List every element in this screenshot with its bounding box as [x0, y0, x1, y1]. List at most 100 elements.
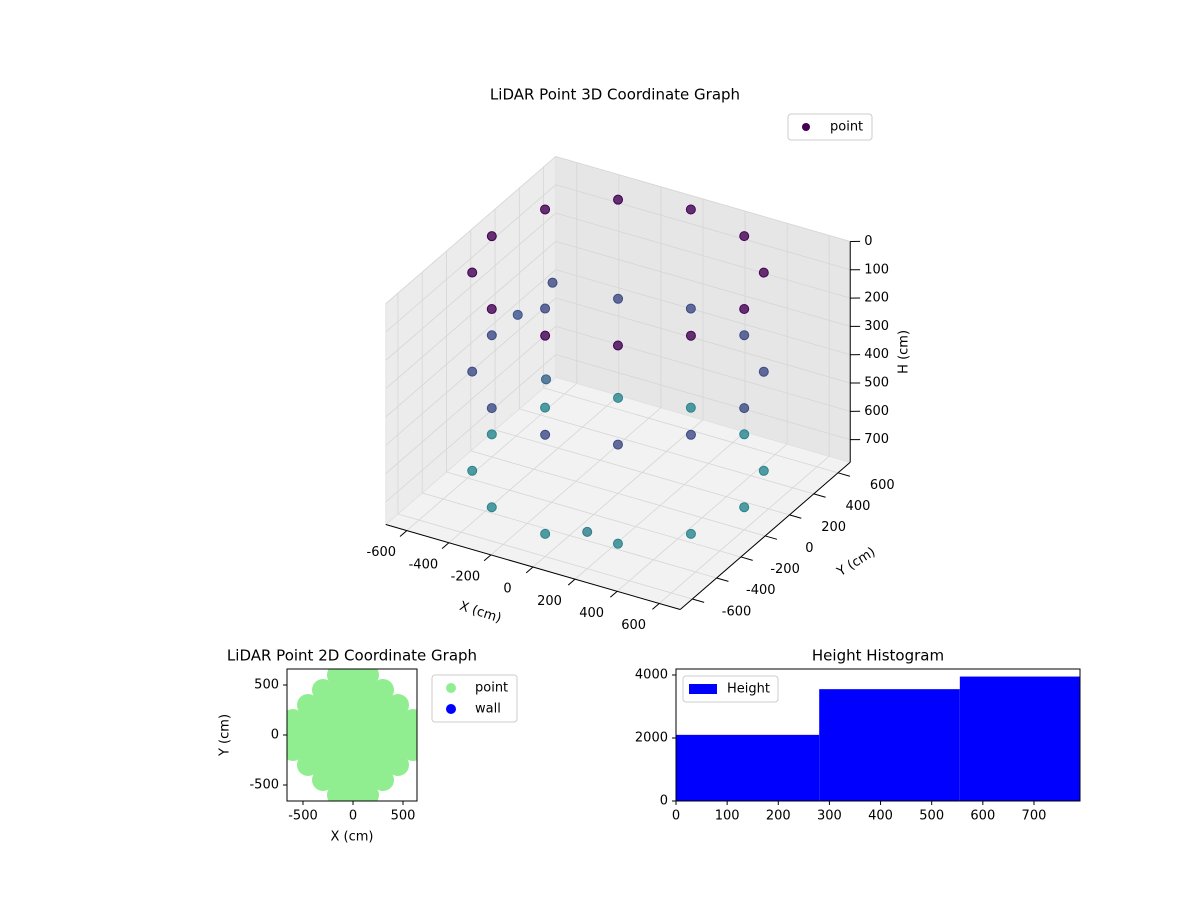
x-tick-label: 500 — [919, 809, 944, 824]
x-tick — [441, 542, 450, 550]
y-tick-label: -500 — [249, 778, 279, 793]
point — [541, 374, 552, 385]
legend-label: Height — [727, 682, 770, 697]
point — [486, 502, 497, 513]
bar — [676, 734, 820, 801]
grid-line — [385, 326, 557, 474]
x-tick-label: 0 — [672, 809, 680, 824]
grid-line — [385, 241, 557, 389]
point — [372, 679, 394, 701]
grid-line — [494, 429, 790, 516]
z-tick-label: 600 — [864, 404, 889, 419]
y-tick-label: 200 — [821, 520, 846, 535]
grid-line — [555, 156, 851, 242]
y-tick — [740, 556, 753, 561]
x-tick-label: 200 — [537, 594, 562, 609]
y-tick — [692, 598, 705, 603]
point — [613, 293, 624, 304]
grid-line — [519, 408, 814, 495]
point — [739, 231, 750, 242]
grid-line — [385, 156, 557, 304]
y-axis-label: Y (cm) — [218, 714, 233, 757]
point — [467, 366, 478, 377]
z-tick-label: 0 — [864, 234, 872, 249]
y-tick-label: 2000 — [635, 730, 668, 745]
x-tick-label: 700 — [1022, 809, 1047, 824]
x-tick — [399, 530, 408, 537]
point — [739, 330, 750, 341]
grid-line — [555, 297, 851, 384]
legend-marker — [689, 684, 717, 694]
grid-line — [446, 471, 742, 558]
point — [613, 194, 624, 205]
legend-marker — [446, 704, 456, 714]
point — [612, 538, 623, 549]
point — [758, 465, 769, 476]
point — [582, 526, 593, 537]
y-tick-label: -200 — [770, 562, 800, 577]
x-tick-label: 100 — [715, 809, 740, 824]
y-tick — [789, 514, 802, 519]
x-tick-label: -500 — [288, 809, 318, 824]
x-tick-label: -400 — [409, 557, 439, 572]
z-tick-label: 300 — [864, 319, 889, 334]
x-tick — [652, 603, 660, 610]
point — [387, 694, 409, 716]
x-axis-label: X (cm) — [331, 830, 374, 845]
bar — [959, 676, 1080, 801]
point — [685, 204, 696, 215]
point — [357, 669, 379, 686]
y-tick-label: 400 — [846, 499, 871, 514]
x-tick-label: 200 — [766, 809, 791, 824]
grid-line — [422, 492, 717, 579]
x-tick-label: 500 — [391, 809, 416, 824]
legend-marker — [802, 123, 810, 131]
x-tick — [567, 578, 576, 586]
x-tick-label: 400 — [868, 809, 893, 824]
axes-frame — [675, 668, 1081, 802]
point — [685, 402, 696, 413]
point — [486, 231, 497, 242]
point — [612, 340, 623, 351]
point — [486, 304, 497, 315]
point — [685, 303, 696, 314]
chart-title: LiDAR Point 2D Coordinate Graph — [227, 647, 477, 665]
legend-label: point — [475, 681, 508, 696]
x-tick-label: -200 — [451, 569, 481, 584]
point — [685, 330, 696, 341]
chart-title: Height Histogram — [812, 647, 944, 665]
z-tick-label: 100 — [864, 262, 889, 277]
y-axis-line — [679, 461, 851, 610]
point — [685, 429, 696, 440]
point — [486, 330, 497, 341]
point — [540, 204, 551, 215]
point — [758, 267, 769, 278]
chart-histogram: Height 0 100 200 300 400 500 600 700 0 2000 4000 Hei… — [635, 647, 1081, 824]
x-tick-label: -600 — [367, 545, 397, 560]
z-tick-label: 400 — [864, 347, 889, 362]
z-tick-label: 500 — [864, 376, 889, 391]
y-tick-label: -400 — [746, 583, 776, 598]
grid-line — [385, 269, 557, 418]
x-tick-label: 600 — [970, 809, 995, 824]
point — [685, 528, 696, 539]
x-tick — [483, 554, 492, 562]
legend-box — [787, 113, 873, 141]
point — [540, 330, 551, 341]
x-tick-label: 600 — [621, 618, 646, 633]
grid-line — [470, 450, 766, 537]
grid-line — [555, 269, 851, 356]
point — [540, 402, 551, 413]
y-tick-label: 0 — [271, 728, 279, 743]
x-tick-label: 0 — [503, 582, 511, 597]
point — [402, 709, 417, 731]
grid-line — [555, 325, 851, 412]
point — [739, 403, 750, 414]
point — [486, 429, 497, 440]
y-tick — [837, 472, 850, 477]
grid-line — [397, 513, 693, 600]
z-axis-label: H (cm) — [897, 330, 912, 374]
point — [467, 465, 478, 476]
plot-area — [287, 669, 417, 801]
